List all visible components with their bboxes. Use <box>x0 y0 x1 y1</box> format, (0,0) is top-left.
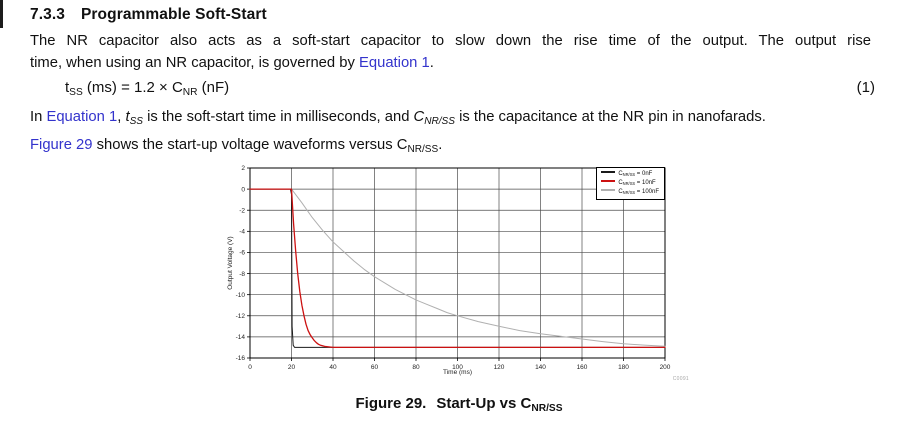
y-tick-label: -8 <box>239 271 245 278</box>
equation-1: tSS (ms) = 1.2 × CNR (nF) (1) <box>30 79 875 98</box>
chart-plot: 0 20 40 60 80 100 120 140 160 180 20020-2-4-6-8-10… <box>236 165 671 371</box>
section-number: 7.3.3 <box>30 6 65 23</box>
x-tick-label: 100 <box>452 364 463 371</box>
y-tick-label: -16 <box>236 355 246 362</box>
startup-voltage-chart: 0 20 40 60 80 100 120 140 160 180 200 2 0 -2 -4 -6 -8 -10… <box>225 162 693 390</box>
figure-29-link[interactable]: Figure 29 <box>30 137 93 153</box>
paragraph-line-2: time, when using an NR capacitor, is gov… <box>30 54 434 71</box>
paragraph-line-1: The NR capacitor also acts as a soft-sta… <box>30 33 871 49</box>
legend-entry-0nF: CNR/SS = 0nF <box>601 170 659 179</box>
x-tick-label: 140 <box>535 364 546 371</box>
equation-1-link-2[interactable]: Equation 1 <box>46 109 118 125</box>
paragraph-equation-explanation: In Equation 1, tSS is the soft-start tim… <box>30 109 766 127</box>
legend-label: CNR/SS = 100nF <box>618 189 659 196</box>
figure-caption-number: Figure 29. <box>355 395 427 412</box>
series-curve-10nF <box>249 188 666 349</box>
x-tick-label: 0 <box>248 364 252 371</box>
x-tick-label: 40 <box>329 364 337 371</box>
paragraph-figure-reference: Figure 29 shows the start-up voltage wav… <box>30 137 443 155</box>
y-tick-label: -12 <box>236 313 246 320</box>
figure-caption-title: Start-Up vs C <box>436 395 532 412</box>
legend-entry-10nF: CNR/SS = 10nF <box>601 179 659 188</box>
x-tick-label: 200 <box>660 364 671 371</box>
equation-1-link[interactable]: Equation 1 <box>359 54 430 71</box>
x-tick-label: 20 <box>288 364 296 371</box>
y-tick-label: -6 <box>239 250 245 257</box>
y-tick-label: -2 <box>239 207 245 214</box>
section-title: Programmable Soft-Start <box>80 6 267 23</box>
x-tick-label: 180 <box>618 364 629 371</box>
y-tick-label: -10 <box>236 292 246 299</box>
series-curve-100nF <box>249 188 666 347</box>
legend-line-sample <box>601 180 616 182</box>
equation-number: (1) <box>856 79 875 96</box>
figure-29: 0 20 40 60 80 100 120 140 160 180 200 2 0 -2 -4 -6 -8 -10… <box>225 162 693 418</box>
legend-label: CNR/SS = 10nF <box>618 180 656 187</box>
y-tick-label: 2 <box>241 165 245 172</box>
y-tick-label: -14 <box>236 334 246 341</box>
legend-label: CNR/SS = 0nF <box>618 171 653 178</box>
x-tick-label: 80 <box>412 364 420 371</box>
legend-entry-100nF: CNR/SS = 100nF <box>601 188 659 197</box>
x-tick-label: 60 <box>371 364 379 371</box>
plot-code: C0091 <box>672 376 689 382</box>
chart-legend: CNR/SS = 0nF CNR/SS = 10nF CNR/SS = 100nF <box>596 167 665 200</box>
y-axis-title: Output Voltage (V) <box>227 236 234 290</box>
figure-caption: Figure 29. Start-Up vs CNR/SS <box>355 395 563 414</box>
page-edge-artifact <box>0 0 3 28</box>
x-tick-label: 160 <box>577 364 588 371</box>
legend-line-sample <box>601 171 616 173</box>
paragraph-soft-start-intro: The NR capacitor also acts as a soft-sta… <box>30 31 871 74</box>
y-tick-label: 0 <box>241 186 245 193</box>
y-tick-label: -4 <box>239 229 245 236</box>
plot-frame <box>249 167 666 359</box>
section-heading: 7.3.3 Programmable Soft-Start <box>30 6 267 24</box>
legend-line-sample <box>601 189 616 191</box>
equation-1-expression: tSS (ms) = 1.2 × CNR (nF) <box>65 79 230 98</box>
x-tick-label: 120 <box>494 364 505 371</box>
x-axis-title: Time (ms) <box>442 369 472 376</box>
